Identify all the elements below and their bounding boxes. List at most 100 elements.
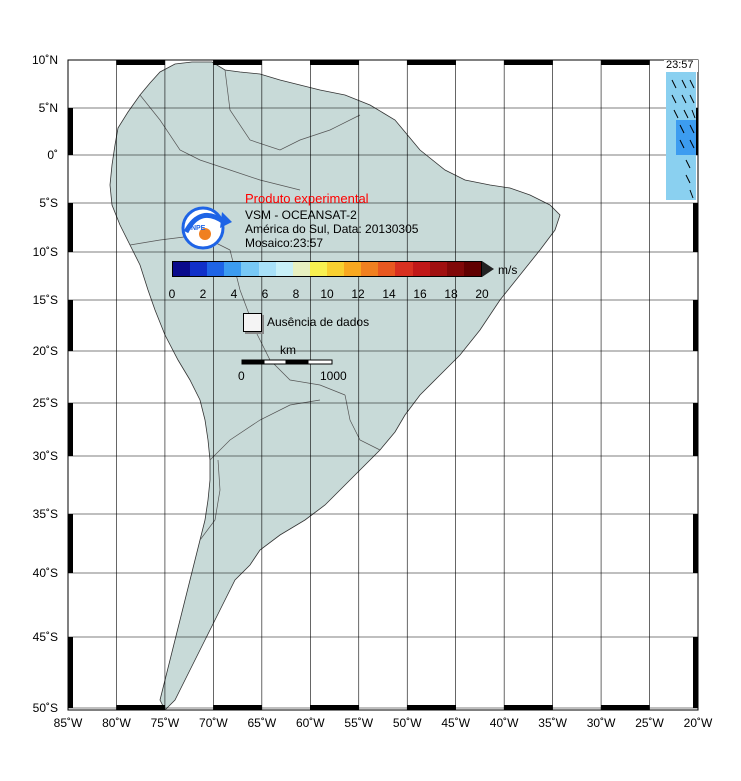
lat-label: 10˚S (32, 245, 58, 259)
wind-swath-dark (676, 120, 696, 155)
lat-label: 15˚S (32, 293, 58, 307)
colorbar-tick-label: 8 (292, 287, 300, 301)
colorbar-cell (207, 262, 225, 276)
colorbar-unit: m/s (498, 263, 518, 277)
lon-label: 30˚W (586, 716, 616, 730)
colorbar-cell (224, 262, 242, 276)
colorbar-cell (361, 262, 379, 276)
colorbar-tick-label: 20 (475, 287, 489, 301)
frame-tick-bar (68, 514, 73, 573)
lon-label: 35˚W (538, 716, 567, 730)
frame-tick-bar (68, 403, 73, 456)
wind-arrows (671, 79, 696, 199)
frame-tick-bar (693, 637, 698, 708)
lat-label: 5˚S (39, 196, 58, 210)
lon-label: 50˚W (392, 716, 422, 730)
frame-tick-bar (68, 300, 73, 351)
lon-label: 45˚W (441, 716, 471, 730)
colorbar-tick-label: 18 (444, 287, 458, 301)
colorbar-cell (326, 262, 345, 276)
frame-tick-bar (68, 108, 73, 155)
lat-label: 35˚S (32, 507, 58, 521)
lon-label: 60˚W (295, 716, 325, 730)
colorbar-cell (173, 262, 191, 276)
frame-tick-bar (601, 60, 650, 65)
frame-tick-bar (310, 705, 359, 710)
colorbar-cell (412, 262, 430, 276)
frame-tick-bar (116, 705, 165, 710)
lon-label: 75˚W (150, 716, 180, 730)
lon-label: 85˚W (53, 716, 83, 730)
lat-label: 50˚S (32, 701, 58, 715)
lat-label: 45˚S (32, 630, 58, 644)
pass-time-box (664, 60, 698, 72)
scale-max: 1000 (320, 369, 347, 383)
frame-tick-bar (116, 60, 165, 65)
colorbar-tick-label: 12 (351, 287, 365, 301)
frame-tick-bar (407, 60, 456, 65)
inpe-logo (181, 206, 232, 250)
region-date-line: América do Sul, Data: 20130305 (245, 222, 419, 236)
lat-label: 30˚S (32, 449, 58, 463)
colorbar-arrow (482, 261, 494, 277)
colorbar-tick-label: 14 (382, 287, 396, 301)
frame-tick-bar (68, 637, 73, 708)
frame-tick-bar (504, 705, 553, 710)
frame-tick-bar (601, 705, 650, 710)
colorbar-cell (292, 262, 310, 276)
colorbar-tick-label: 10 (320, 287, 334, 301)
lat-label: 25˚S (32, 396, 58, 410)
frame-tick-bar (693, 514, 698, 573)
colorbar-cell (190, 262, 208, 276)
scale-unit: km (280, 343, 296, 357)
pass-time-label: 23:57 (666, 59, 694, 71)
experimental-title: Produto experimental (245, 191, 369, 206)
product-line: VSM - OCEANSAT-2 (245, 208, 357, 222)
mosaic-line: Mosaico:23:57 (245, 236, 324, 250)
no-data-label: Ausência de dados (267, 315, 370, 329)
lon-label: 70˚W (199, 716, 228, 730)
logo-text: INPE (189, 225, 206, 232)
frame-tick-bar (504, 60, 553, 65)
colorbar-cell (275, 262, 293, 276)
scale-min: 0 (238, 369, 245, 383)
colorbar (172, 261, 482, 277)
colorbar-cell (241, 262, 259, 276)
colorbar-cell (344, 262, 362, 276)
scale-bar (241, 359, 333, 365)
colorbar-cell (378, 262, 396, 276)
frame-tick-bar (213, 705, 262, 710)
lon-label: 40˚W (489, 716, 519, 730)
lon-label: 80˚W (102, 716, 131, 730)
lon-label: 55˚W (344, 716, 374, 730)
lat-label: 0˚ (47, 148, 58, 162)
lat-label: 10˚N (31, 53, 58, 67)
colorbar-tick-label: 16 (413, 287, 427, 301)
frame-tick-bar (213, 60, 262, 65)
lat-label: 20˚S (32, 344, 58, 358)
frame-tick-bar (407, 705, 456, 710)
colorbar-cell (309, 262, 327, 276)
graticule (67, 59, 699, 710)
frame-tick-bar (68, 203, 73, 252)
colorbar-tick-label: 0 (168, 287, 176, 301)
colorbar-cell (429, 262, 447, 276)
colorbar-tick-label: 6 (261, 287, 269, 301)
frame-tick-bar (310, 60, 359, 65)
frame-tick-bar (693, 403, 698, 456)
lon-label: 25˚W (635, 716, 664, 730)
colorbar-tick-label: 2 (199, 287, 207, 301)
lat-label: 5˚N (38, 101, 58, 115)
lon-label: 20˚W (683, 716, 713, 730)
lat-label: 40˚S (32, 566, 58, 580)
lon-label: 65˚W (247, 716, 277, 730)
colorbar-cell (463, 262, 481, 276)
colorbar-tick-label: 4 (230, 287, 238, 301)
colorbar-cell (258, 262, 276, 276)
frame-tick-bar (693, 203, 698, 252)
no-data-swatch (243, 313, 262, 332)
frame-tick-bar (693, 300, 698, 351)
colorbar-cell (395, 262, 413, 276)
colorbar-cell (446, 262, 464, 276)
